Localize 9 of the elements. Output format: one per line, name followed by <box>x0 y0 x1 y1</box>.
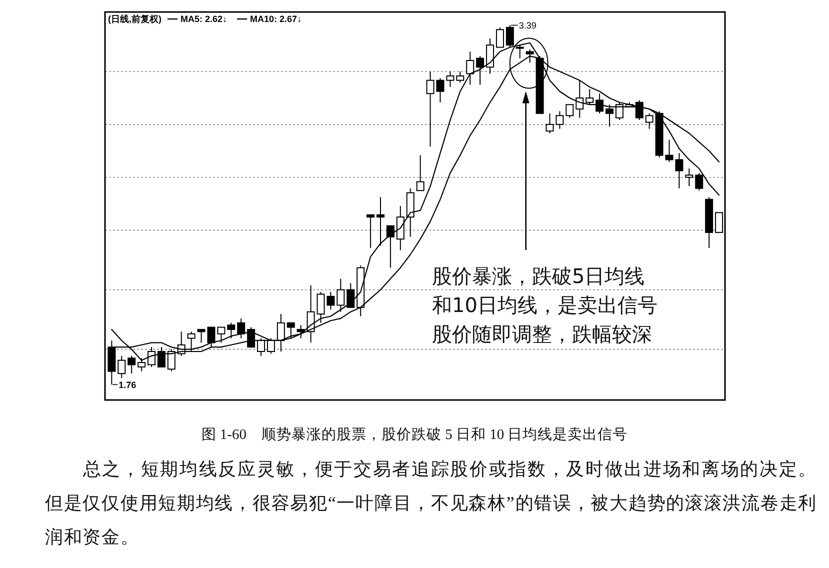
legend-label: MA10: 2.67↓ <box>250 14 302 24</box>
caption: 图 1-60 顺势暴涨的股票，股价跌破 5 日和 10 日均线是卖出信号 <box>200 426 629 444</box>
annotation: 1.76 <box>118 380 136 390</box>
chart-title: (日线,前复权) <box>108 14 162 24</box>
text: 总之，短期均线反应灵敏，便于交易者追踪股价或指数，及时做出进场和离场的决定。但是仅仅使用短期均线，很容易犯“一叶障目，不见森林”的错误，被大趋势的滚滚洪流卷走利润和资金。 <box>45 458 817 549</box>
annotation: 3.39 <box>518 20 536 31</box>
annotation: 股价随即调整，跌幅较深 <box>432 321 653 348</box>
annotation: 股价暴涨，跌破5日均线和10日均线，是卖出信号 <box>432 263 658 319</box>
legend-label: MA5: 2.62↓ <box>180 14 228 24</box>
